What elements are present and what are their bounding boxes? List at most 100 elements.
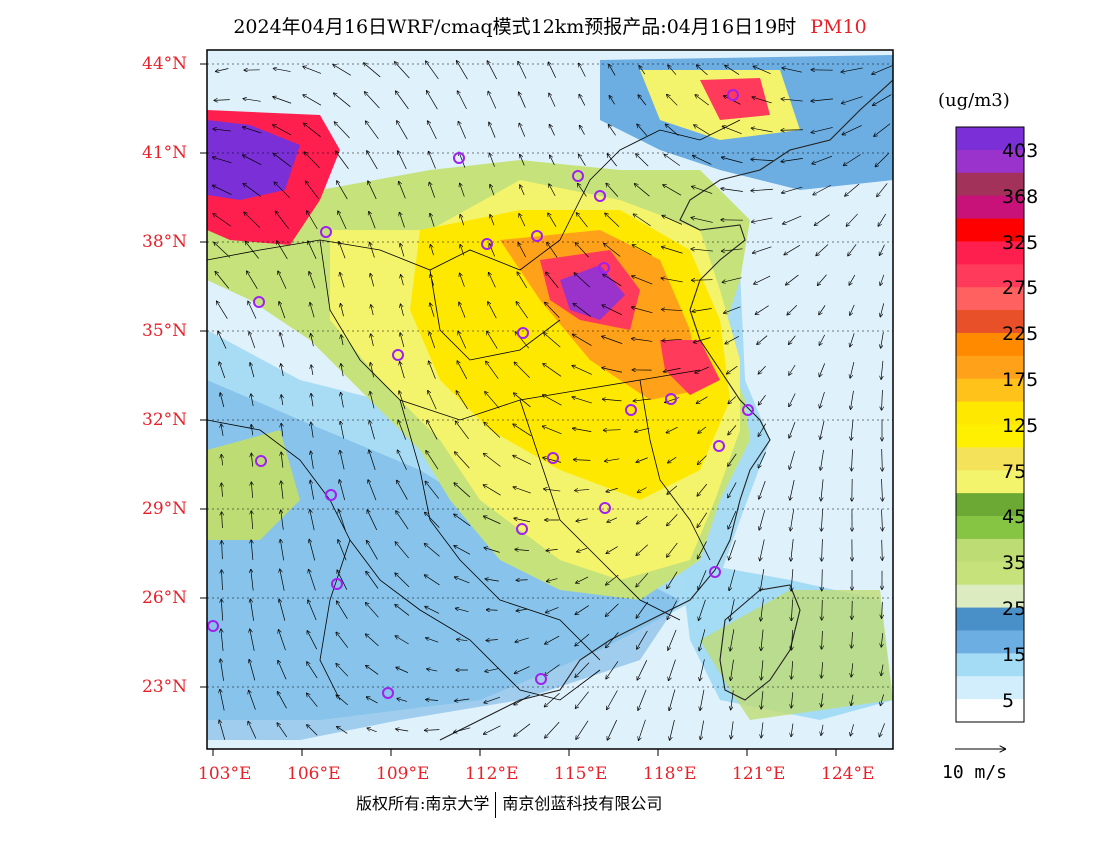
grid-lines — [207, 63, 893, 688]
wind-arrow — [518, 243, 527, 258]
wind-arrow — [397, 699, 407, 702]
wind-arrow — [700, 689, 705, 710]
wind-arrow — [633, 399, 651, 401]
wind-arrow — [851, 631, 852, 648]
wind-arrow — [250, 629, 255, 651]
wind-arrow — [487, 331, 498, 349]
wind-arrow — [401, 275, 404, 286]
wind-arrow — [214, 242, 231, 258]
colorbar-swatch — [956, 561, 1024, 586]
colorbar-label: 175 — [1002, 369, 1039, 391]
wind-arrow — [457, 91, 467, 110]
wind-arrow — [575, 243, 589, 258]
wind-arrow — [822, 630, 823, 649]
wind-arrow — [520, 185, 525, 196]
wind-arrow — [251, 453, 252, 467]
wind-arrow — [490, 215, 495, 226]
wind-arrow — [308, 600, 317, 621]
wind-arrow — [460, 183, 465, 197]
wind-arrow — [513, 487, 531, 494]
wind-arrow — [761, 660, 763, 679]
title-text: 2024年04月16日WRF/cmaq模式12km预报产品:04月16日19时 — [233, 16, 797, 38]
wind-arrow — [722, 277, 742, 283]
wind-arrow — [573, 334, 592, 346]
wind-arrow — [307, 631, 318, 650]
wind-arrow — [309, 272, 316, 289]
wind-arrow — [303, 67, 322, 74]
wind-arrow — [694, 337, 711, 343]
wind-arrow — [789, 450, 795, 469]
wind-arrow — [454, 483, 471, 498]
wind-arrow — [483, 485, 501, 496]
wind-arrow — [662, 216, 683, 225]
wind-arrow — [573, 303, 591, 317]
wind-arrow — [366, 572, 379, 589]
colorbar-swatch — [956, 447, 1024, 471]
wind-arrow — [636, 457, 648, 463]
wind-arrow — [458, 332, 467, 349]
wind-arrow — [721, 188, 743, 192]
lat-label-35n: 35°N — [142, 321, 188, 341]
wind-arrow — [219, 362, 226, 379]
wind-arrow — [842, 96, 863, 104]
wind-arrow — [574, 460, 591, 461]
wind-arrow — [791, 661, 792, 679]
wind-arrow — [281, 452, 283, 468]
wind-arrow — [761, 722, 763, 737]
wind-arrow — [396, 91, 409, 110]
wind-arrow — [281, 395, 283, 406]
wind-arrow — [845, 183, 860, 196]
wind-arrow — [811, 98, 833, 101]
wind-arrow — [245, 241, 259, 259]
wind-arrow — [692, 186, 713, 194]
wind-arrow — [250, 363, 255, 378]
wind-arrow — [426, 700, 439, 701]
wind-arrow — [791, 539, 794, 561]
wind-arrow — [280, 333, 285, 348]
wind-arrow — [485, 579, 499, 581]
wind-arrow — [459, 152, 466, 168]
map-field — [207, 50, 893, 749]
wind-arrow — [430, 245, 434, 256]
colorbar-frame — [955, 126, 1025, 723]
wind-arrow — [549, 184, 556, 197]
wind-arrow — [213, 129, 231, 132]
wind-arrow — [366, 634, 379, 647]
wind-arrow — [371, 305, 373, 316]
wind-arrow — [399, 212, 405, 228]
wind-arrow — [221, 455, 222, 466]
wind-arrow — [575, 662, 590, 677]
wind-arrow — [572, 397, 592, 404]
wind-arrow — [396, 667, 409, 673]
lon-label-115e: 115°E — [554, 764, 608, 784]
wind-arrow — [454, 514, 471, 527]
wind-arrow — [460, 245, 465, 256]
wind-arrow — [368, 480, 377, 501]
wind-arrow — [545, 302, 560, 318]
wind-arrow — [667, 485, 678, 494]
colorbar-label: 368 — [1002, 185, 1039, 208]
wind-arrow — [639, 66, 646, 75]
wind-arrow — [668, 629, 677, 650]
wind-arrow — [366, 121, 379, 140]
wind-arrow — [579, 154, 586, 166]
wind-arrow — [603, 399, 622, 401]
wind-arrow — [609, 96, 615, 105]
wind-arrow — [842, 125, 862, 134]
wind-arrow — [307, 725, 318, 736]
wind-arrow — [221, 483, 222, 497]
wind-arrow — [728, 396, 737, 403]
wind-arrow — [880, 694, 884, 705]
wind-arrow — [425, 575, 440, 586]
wind-arrow — [575, 489, 590, 490]
wind-arrow — [874, 123, 891, 136]
wind-arrow — [550, 155, 555, 165]
wind-arrow — [484, 516, 501, 525]
wind-arrow — [454, 727, 471, 732]
wind-arrow — [425, 481, 440, 499]
wind-arrow — [609, 65, 616, 76]
lon-label-106e: 106°E — [287, 764, 341, 784]
wind-arrow — [849, 274, 856, 285]
wind-arrow — [661, 278, 683, 283]
colorbar-swatch — [956, 172, 1024, 197]
